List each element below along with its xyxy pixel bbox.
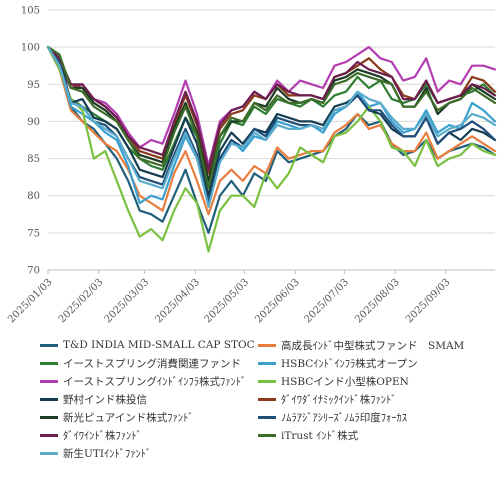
legend-label: イーストスプリングｲﾝﾄﾞｲﾝﾌﾗ株式ﾌｧﾝﾄﾞ: [63, 375, 247, 388]
legend-swatch: [40, 379, 58, 383]
y-axis: 70 75 80 85 90 95 100 105: [21, 6, 40, 277]
series-line-11: [46, 45, 497, 171]
series-line-6: [46, 45, 497, 253]
legend-swatch: [258, 343, 276, 347]
legend-swatch: [258, 379, 276, 383]
legend-item: T&D INDIA MID-SMALL CAP STOC: [40, 336, 255, 354]
legend-item: イーストスプリング消費関連ファンド: [40, 354, 241, 372]
legend-label: 高成長ｲﾝﾄﾞ中型株式ファンド SMAM: [281, 339, 465, 352]
legend-label: 野村インド株投信: [63, 393, 147, 406]
plot-area: [46, 45, 497, 253]
y-tick-label: 75: [27, 228, 40, 239]
series-line-12: [46, 45, 497, 190]
legend-label: HSBCインド小型株OPEN: [281, 375, 409, 388]
x-tick-label: 2025/04/03: [154, 277, 203, 326]
y-tick-label: 105: [21, 6, 40, 17]
series-line-2: [46, 45, 497, 216]
legend-item: ﾉﾑﾗｱｼﾞｱｼﾘｰｽﾞﾉﾑﾗ印度ﾌｫｰｶｽ: [258, 408, 407, 426]
series-line-4: [46, 45, 497, 205]
legend-label: 新光ピュアインド株式ﾌｧﾝﾄﾞ: [63, 411, 194, 424]
legend-item: HSBCｲﾝﾄﾞｲﾝﾌﾗ株式オープン: [258, 354, 418, 372]
legend-swatch: [40, 451, 58, 455]
series-line-5: [46, 45, 497, 168]
legend-swatch: [40, 361, 58, 365]
legend-label: 新生UTIｲﾝﾄﾞﾌｧﾝﾄﾞ: [63, 447, 152, 460]
x-tick-label: 2025/03/03: [103, 277, 152, 326]
legend-label: ﾉﾑﾗｱｼﾞｱｼﾘｰｽﾞﾉﾑﾗ印度ﾌｫｰｶｽ: [281, 411, 407, 424]
legend-label: T&D INDIA MID-SMALL CAP STOC: [63, 339, 255, 351]
legend-swatch: [40, 343, 58, 347]
y-tick-label: 90: [27, 117, 40, 128]
legend-item: ﾀﾞｲﾜｲﾝﾄﾞ株ﾌｧﾝﾄﾞ: [40, 426, 142, 444]
legend-swatch: [258, 415, 276, 419]
legend-label: ﾀﾞｲﾜｲﾝﾄﾞ株ﾌｧﾝﾄﾞ: [63, 429, 142, 442]
y-tick-label: 85: [27, 154, 40, 165]
legend-item: 野村インド株投信: [40, 390, 147, 408]
legend-swatch: [40, 433, 58, 437]
legend-label: ﾀﾞｲﾜﾀﾞｲﾅﾐｯｸｲﾝﾄﾞ株ﾌｧﾝﾄﾞ: [281, 393, 397, 406]
series-line-1: [46, 45, 497, 234]
legend-item: ﾀﾞｲﾜﾀﾞｲﾅﾐｯｸｲﾝﾄﾞ株ﾌｧﾝﾄﾞ: [258, 390, 397, 408]
legend-item: 新生UTIｲﾝﾄﾞﾌｧﾝﾄﾞ: [40, 444, 151, 462]
legend-label: イーストスプリング消費関連ファンド: [63, 357, 241, 370]
legend-item: 高成長ｲﾝﾄﾞ中型株式ファンド SMAM: [258, 336, 464, 354]
legend-swatch: [40, 397, 58, 401]
y-tick-label: 95: [27, 80, 40, 91]
legend-swatch: [40, 415, 58, 419]
x-tick-label: 2025/01/03: [6, 277, 55, 326]
legend-item: iTrust ｲﾝﾄﾞ株式: [258, 426, 358, 444]
x-tick-label: 2025/07/03: [303, 277, 352, 326]
legend-swatch: [258, 361, 276, 365]
legend-swatch: [258, 433, 276, 437]
x-tick-label: 2025/08/03: [353, 277, 402, 326]
y-tick-label: 80: [27, 191, 40, 202]
legend-item: イーストスプリングｲﾝﾄﾞｲﾝﾌﾗ株式ﾌｧﾝﾄﾞ: [40, 372, 246, 390]
x-tick-label: 2025/02/03: [57, 277, 106, 326]
y-tick-label: 100: [21, 43, 40, 54]
legend-label: HSBCｲﾝﾄﾞｲﾝﾌﾗ株式オープン: [281, 357, 418, 370]
legend-swatch: [258, 397, 276, 401]
series-line-13: [46, 45, 497, 208]
legend-label: iTrust ｲﾝﾄﾞ株式: [281, 429, 359, 442]
legend-item: 新光ピュアインド株式ﾌｧﾝﾄﾞ: [40, 408, 194, 426]
legend-item: HSBCインド小型株OPEN: [258, 372, 409, 390]
x-tick-label: 2025/05/03: [203, 277, 252, 326]
y-tick-label: 70: [27, 266, 40, 277]
x-tick-label: 2025/09/03: [404, 277, 453, 326]
x-tick-label: 2025/06/03: [253, 277, 302, 326]
